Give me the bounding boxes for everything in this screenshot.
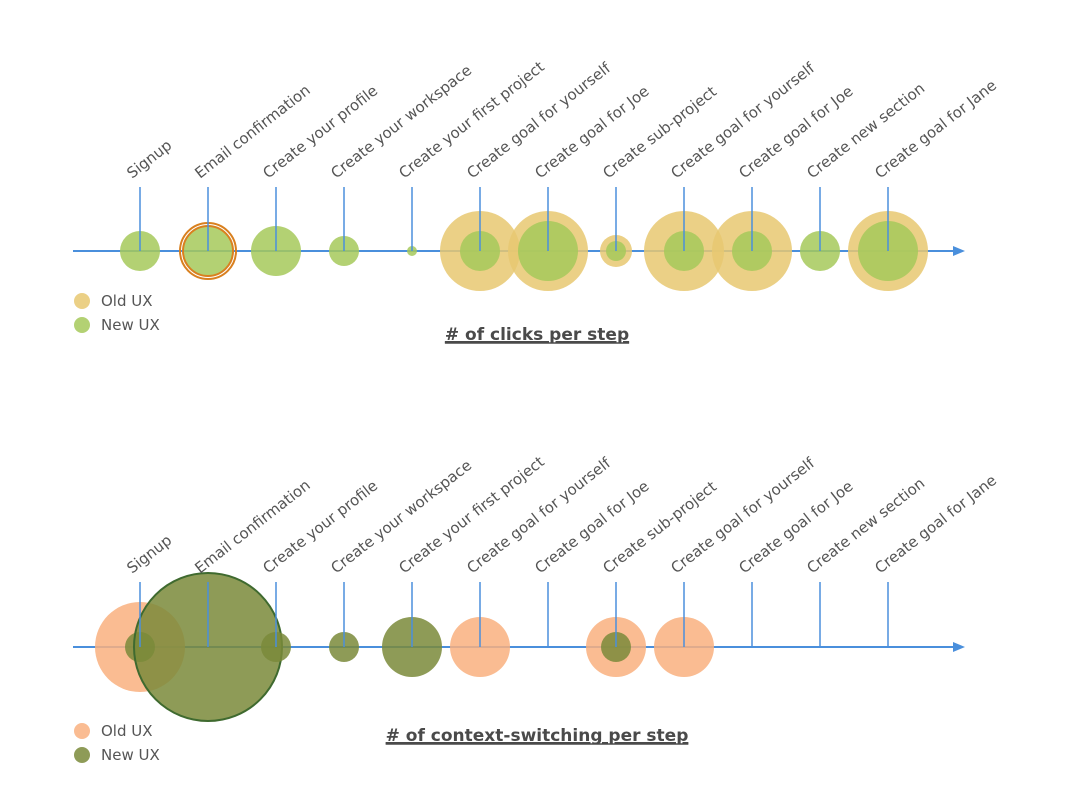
legend-old-ux-swatch [74, 723, 90, 739]
step-label: Create goal for Jane [871, 471, 1000, 577]
legend: Old UX New UX [74, 722, 160, 764]
step-label: Create goal for Joe [735, 82, 856, 182]
step-label: Signup [123, 136, 175, 182]
chart-title: # of context-switching per step [386, 726, 689, 746]
legend-old-ux-swatch [74, 293, 90, 309]
step-label: Create new section [803, 474, 928, 577]
step-label: Email confirmation [191, 81, 313, 182]
step-label: Create your profile [259, 476, 381, 577]
step-label: Create new section [803, 79, 928, 182]
legend: Old UX New UX [74, 292, 160, 334]
legend-new-ux-swatch [74, 747, 90, 763]
step-label: Signup [123, 531, 175, 577]
step-label: Create sub-project [599, 82, 720, 182]
legend-new-ux-label: New UX [101, 746, 160, 764]
step-label: Create sub-project [599, 477, 720, 577]
legend-new-ux-swatch [74, 317, 90, 333]
chart-title: # of clicks per step [445, 325, 629, 345]
step-label: Email confirmation [191, 476, 313, 577]
step-label: Create goal for Jane [871, 76, 1000, 182]
step-label: Create goal for Joe [531, 82, 652, 182]
bubble-layer [95, 572, 714, 722]
legend-old-ux-label: Old UX [101, 722, 153, 740]
step-label: Create goal for Joe [735, 477, 856, 577]
step-label: Create your profile [259, 81, 381, 182]
step-label: Create goal for Joe [531, 477, 652, 577]
legend-old-ux-label: Old UX [101, 292, 153, 310]
legend-new-ux-label: New UX [101, 316, 160, 334]
